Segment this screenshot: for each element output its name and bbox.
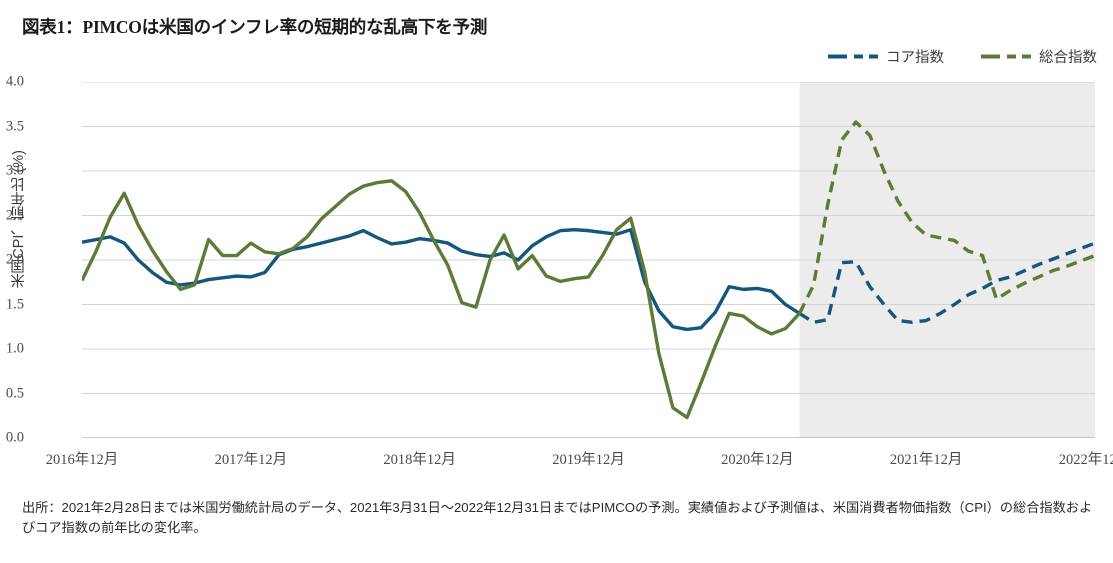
y-tick-label: 3.5 bbox=[5, 118, 24, 134]
series-lines bbox=[82, 120, 1095, 420]
plot-area bbox=[82, 82, 1095, 438]
series-line-headline-actual bbox=[82, 179, 801, 420]
legend-label-core: コア指数 bbox=[886, 50, 944, 66]
legend-swatch-core-icon bbox=[828, 54, 878, 59]
y-tick-label: 3.0 bbox=[5, 162, 24, 179]
legend-swatch-headline-icon bbox=[981, 54, 1031, 59]
y-tick-label: 0.0 bbox=[5, 429, 24, 446]
x-tick-label: 2021年12月 bbox=[889, 452, 963, 468]
chart-legend: コア指数 総合指数 bbox=[827, 46, 1097, 67]
y-tick-label: 0.5 bbox=[5, 385, 24, 401]
series-line-headline-forecast bbox=[798, 120, 1095, 315]
chart-svg bbox=[82, 82, 1095, 438]
x-tick-label: 2017年12月 bbox=[214, 452, 288, 468]
x-tick-label: 2019年12月 bbox=[552, 452, 625, 468]
footnote: 出所：2021年2月28日までは米国労働統計局のデータ、2021年3月31日〜2… bbox=[22, 500, 1093, 536]
legend-item-core[interactable]: コア指数 bbox=[827, 46, 944, 67]
legend-item-headline[interactable]: 総合指数 bbox=[980, 46, 1097, 67]
x-tick-label: 2020年12月 bbox=[721, 452, 794, 468]
x-tick-label: 2018年12月 bbox=[383, 452, 456, 468]
series-line-core-forecast bbox=[798, 241, 1095, 325]
y-tick-label: 4.0 bbox=[5, 73, 24, 90]
gridlines bbox=[82, 82, 1095, 438]
series-line-core-actual bbox=[82, 228, 801, 332]
x-tick-label: 2016年12月 bbox=[45, 452, 119, 468]
y-tick-label: 1.5 bbox=[5, 296, 24, 312]
page-title: 図表1：PIMCOは米国のインフレ率の短期的な乱高下を予測 bbox=[22, 17, 488, 37]
legend-label-headline: 総合指数 bbox=[1039, 50, 1097, 66]
y-tick-label: 1.0 bbox=[5, 340, 24, 357]
y-tick-label: 2.0 bbox=[5, 251, 24, 268]
x-tick-label: 2022年12月 bbox=[1058, 452, 1113, 468]
y-tick-label: 2.5 bbox=[5, 207, 24, 223]
